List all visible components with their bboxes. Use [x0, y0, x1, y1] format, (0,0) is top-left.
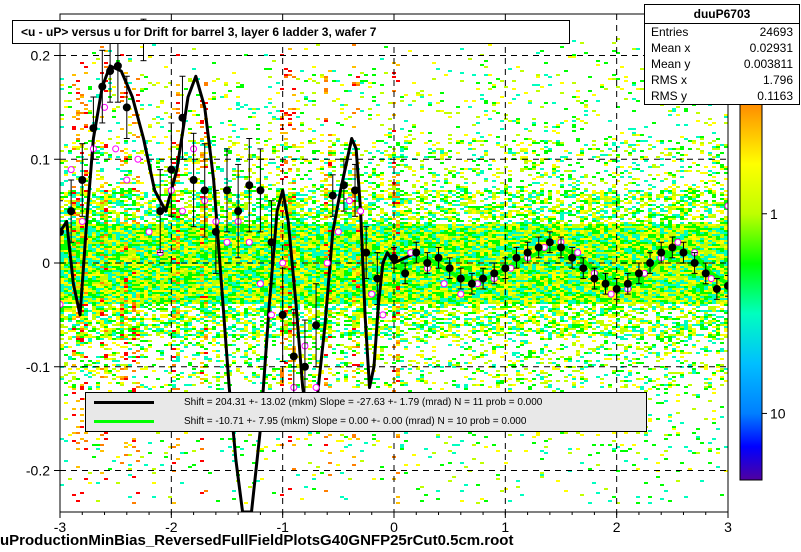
legend-row: Shift = -10.71 +- 7.95 (mkm) Slope = 0.0…	[86, 412, 646, 431]
legend-swatch	[94, 401, 154, 404]
stats-box: duuP6703 Entries24693Mean x0.02931Mean y…	[644, 4, 800, 105]
stats-title: duuP6703	[645, 5, 799, 24]
colorbar-tick: 1	[770, 206, 778, 222]
legend-box: Shift = 204.31 +- 13.02 (mkm) Slope = -2…	[85, 392, 647, 432]
legend-text: Shift = 204.31 +- 13.02 (mkm) Slope = -2…	[184, 397, 542, 408]
footer-filename: uProductionMinBias_ReversedFullFieldPlot…	[0, 532, 513, 549]
stats-row: Entries24693	[645, 24, 799, 40]
colorbar	[740, 64, 762, 480]
colorbar-tick: 10	[770, 405, 786, 421]
stats-row: Mean x0.02931	[645, 40, 799, 56]
stats-row: Mean y0.003811	[645, 56, 799, 72]
stats-row: RMS y0.1163	[645, 88, 799, 104]
plot-title-box: <u - uP> versus u for Drift for barrel 3…	[12, 20, 570, 44]
legend-text: Shift = -10.71 +- 7.95 (mkm) Slope = 0.0…	[184, 416, 526, 427]
legend-row: Shift = 204.31 +- 13.02 (mkm) Slope = -2…	[86, 393, 646, 412]
legend-swatch	[94, 420, 154, 423]
plot-title-text: <u - uP> versus u for Drift for barrel 3…	[21, 25, 376, 39]
stats-row: RMS x1.796	[645, 72, 799, 88]
